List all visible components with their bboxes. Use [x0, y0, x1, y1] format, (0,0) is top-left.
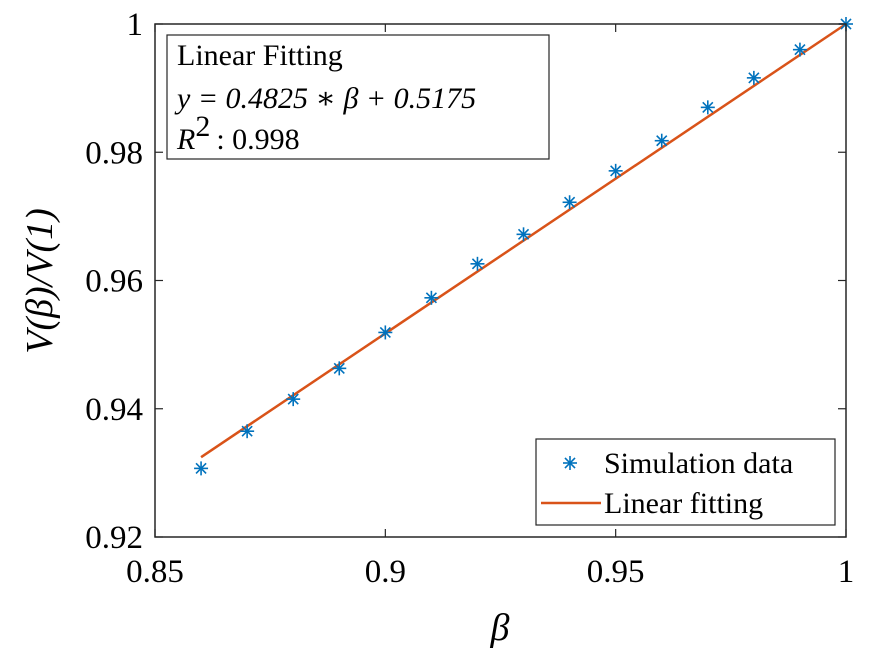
y-tick-label: 0.98 [85, 135, 143, 171]
x-tick-label: 0.85 [126, 554, 184, 590]
data-point-star [378, 325, 393, 340]
x-tick-label: 1 [838, 554, 855, 590]
data-point-star [470, 256, 485, 271]
data-point-star [562, 195, 577, 210]
annotation-title: Linear Fitting [177, 39, 343, 72]
legend-frame [535, 438, 836, 526]
legend-star-marker [563, 456, 577, 470]
annotation-frame [166, 34, 550, 160]
x-tick-label: 0.95 [587, 554, 645, 590]
annotation-equation: y = 0.4825 ∗ β + 0.5175 [174, 82, 476, 115]
y-tick-label: 0.94 [85, 392, 143, 428]
y-tick-label: 1 [127, 7, 144, 43]
plot-frame [154, 23, 847, 538]
star-stroke [563, 196, 576, 208]
data-point-star [194, 461, 209, 476]
star-stroke [195, 462, 207, 474]
legend-star [563, 456, 577, 470]
star-stroke [471, 258, 484, 270]
annotation-box: Linear Fitting y = 0.4825 ∗ β + 0.5175 R… [166, 34, 550, 160]
data-point-star [654, 133, 669, 148]
star-stroke [287, 393, 299, 405]
data-point-star [792, 42, 807, 57]
star-stroke [748, 72, 760, 84]
data-point-star [240, 424, 255, 439]
star-stroke [564, 457, 576, 469]
y-tick-label: 0.92 [85, 520, 143, 556]
data-point-star [746, 70, 761, 85]
star-stroke [794, 44, 806, 56]
legend-label-simulation: Simulation data [604, 447, 793, 480]
y-axis-label: V(β)/V(1) [19, 208, 61, 354]
y-tick-label: 0.96 [85, 264, 143, 300]
r2-value: : 0.998 [216, 123, 299, 156]
data-point-star [286, 392, 301, 407]
x-tick-label: 0.9 [365, 554, 406, 590]
star-stroke [610, 165, 622, 177]
star-stroke [379, 326, 391, 339]
star-stroke [333, 362, 345, 374]
x-axis-label: β [490, 607, 510, 649]
data-point-star [516, 227, 531, 242]
star-stroke [425, 292, 438, 304]
data-point-star [332, 361, 347, 376]
legend-label-fit: Linear fitting [604, 487, 763, 520]
star-stroke [702, 101, 714, 113]
star-stroke [656, 135, 668, 147]
data-point-star [424, 290, 439, 305]
r2-superscript: 2 [195, 110, 210, 143]
annotation-r2: R2: 0.998 [176, 110, 300, 156]
tick-labels: 0.85 0.9 0.95 1 0.92 0.94 0.96 0.98 1 [85, 7, 854, 590]
star-stroke [241, 425, 253, 437]
data-point-star [608, 163, 623, 178]
star-stroke [517, 228, 530, 240]
r2-symbol: R [176, 123, 195, 156]
data-point-star [700, 100, 715, 115]
legend: Simulation data Linear fitting [535, 438, 836, 526]
